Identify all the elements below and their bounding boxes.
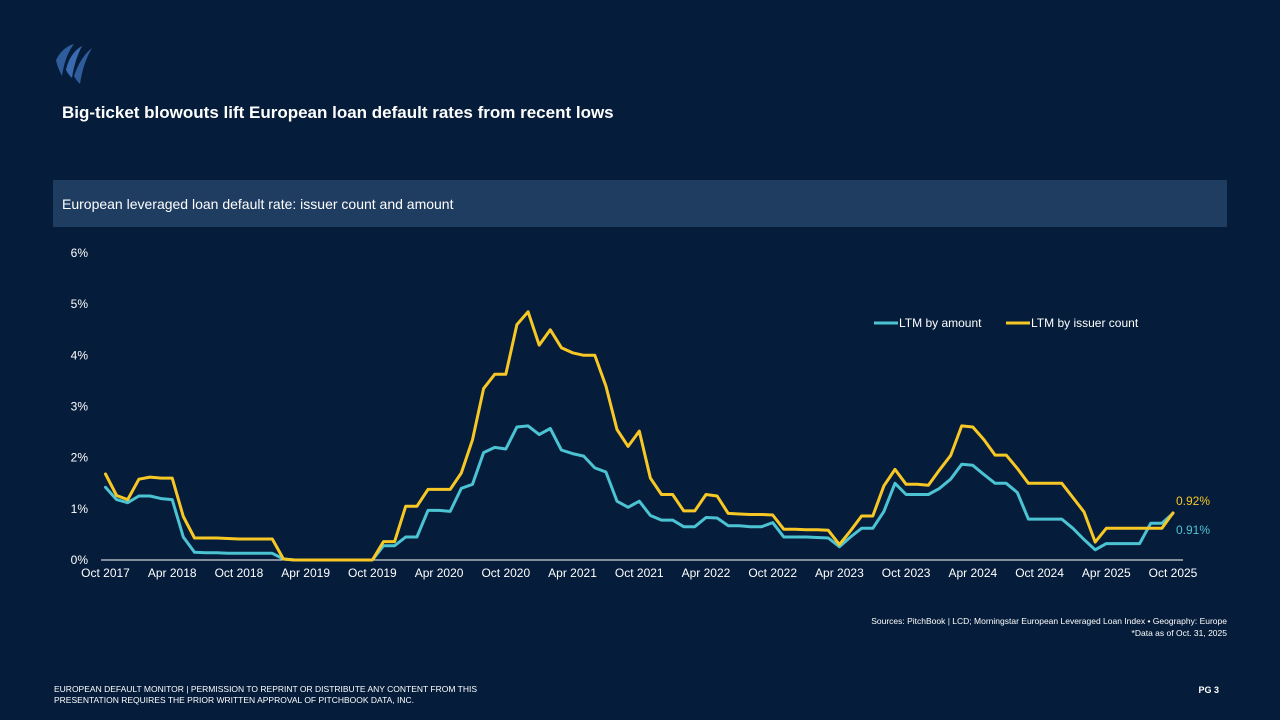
x-tick-label: Apr 2023 (815, 566, 864, 580)
data-date-line: *Data as of Oct. 31, 2025 (1131, 628, 1227, 638)
x-tick-label: Oct 2022 (748, 566, 797, 580)
x-tick-label: Apr 2022 (682, 566, 731, 580)
y-tick-label: 1% (71, 502, 89, 516)
line-chart: 0% 1% 2% 3% 4% 5% 6% Oct 2017 Apr 2018 Oct 2018 A… (71, 246, 1211, 580)
x-tick-label: Apr 2018 (148, 566, 197, 580)
x-tick-label: Apr 2024 (948, 566, 997, 580)
x-axis-ticks: Oct 2017 Apr 2018 Oct 2018 Apr 2019 Oct 2019… (81, 566, 1198, 580)
end-label-amount: 0.91% (1176, 523, 1210, 537)
x-tick-label: Oct 2024 (1015, 566, 1064, 580)
legend: LTM by amount LTM by issuer count (874, 316, 1139, 330)
chart-title-bar: European leveraged loan default rate: is… (53, 180, 1227, 227)
x-tick-label: Apr 2025 (1082, 566, 1131, 580)
series-lines (104, 310, 1175, 562)
y-tick-label: 0% (71, 553, 89, 567)
x-tick-label: Oct 2018 (215, 566, 264, 580)
y-tick-label: 3% (71, 400, 89, 414)
page-number: PG 3 (1198, 685, 1219, 695)
chart-title: European leveraged loan default rate: is… (62, 196, 454, 212)
footer-disclaimer: EUROPEAN DEFAULT MONITOR | PERMISSION TO… (54, 684, 574, 706)
page-title: Big-ticket blowouts lift European loan d… (62, 103, 614, 122)
y-tick-label: 6% (71, 246, 89, 260)
source-line: Sources: PitchBook | LCD; Morningstar Eu… (871, 616, 1227, 626)
footer-line-1: EUROPEAN DEFAULT MONITOR | PERMISSION TO… (54, 684, 478, 694)
end-labels: 0.92% 0.91% (1176, 494, 1210, 537)
pitchbook-logo-icon (56, 44, 92, 84)
y-tick-label: 4% (71, 348, 89, 362)
legend-label-count: LTM by issuer count (1031, 316, 1139, 330)
x-tick-label: Oct 2021 (615, 566, 664, 580)
y-tick-label: 5% (71, 297, 89, 311)
y-tick-label: 2% (71, 451, 89, 465)
x-tick-label: Oct 2025 (1149, 566, 1198, 580)
x-tick-label: Oct 2017 (81, 566, 130, 580)
x-tick-label: Apr 2019 (281, 566, 330, 580)
footer-line-2: PRESENTATION REQUIRES THE PRIOR WRITTEN … (54, 695, 415, 705)
x-tick-label: Apr 2021 (548, 566, 597, 580)
x-tick-label: Apr 2020 (415, 566, 464, 580)
source-note: Sources: PitchBook | LCD; Morningstar Eu… (871, 615, 1227, 639)
legend-label-amount: LTM by amount (899, 316, 982, 330)
x-tick-label: Oct 2019 (348, 566, 397, 580)
y-axis-ticks: 0% 1% 2% 3% 4% 5% 6% (71, 246, 89, 567)
x-tick-label: Oct 2020 (481, 566, 530, 580)
series-line-count (104, 310, 1175, 562)
x-tick-label: Oct 2023 (882, 566, 931, 580)
end-label-count: 0.92% (1176, 494, 1210, 508)
